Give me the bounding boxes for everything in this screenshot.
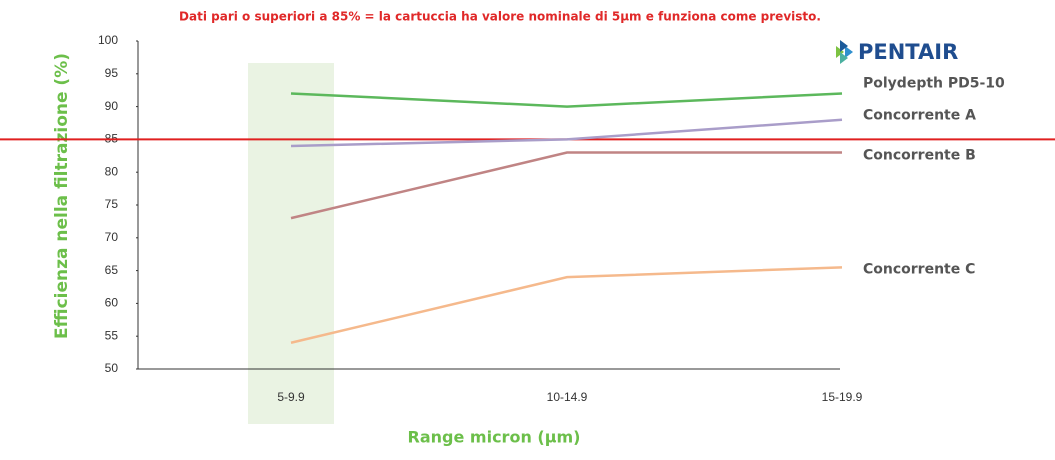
y-tick-label: 100: [98, 33, 118, 47]
y-tick-label: 65: [105, 263, 119, 277]
y-axis-label: Efficienza nella filtrazione (%): [52, 53, 72, 339]
y-tick-label: 60: [105, 296, 119, 310]
y-tick-label: 70: [105, 230, 119, 244]
legend-label: Concorrente A: [863, 108, 976, 124]
series-line: [290, 151, 842, 220]
y-tick-label: 75: [105, 197, 119, 211]
series-line: [290, 92, 843, 108]
series-line: [290, 266, 843, 344]
legend-label: Concorrente B: [863, 148, 976, 164]
brand-logo: PENTAIR: [836, 40, 958, 64]
y-tick-label: 90: [105, 99, 119, 113]
x-tick-label: 10-14.9: [547, 390, 588, 404]
y-tick-label: 50: [105, 361, 119, 375]
chart-title: Dati pari o superiori a 85% = la cartucc…: [179, 10, 821, 24]
x-tick-label: 5-9.9: [277, 390, 305, 404]
highlight-band: [248, 63, 334, 424]
legend-label: Concorrente C: [863, 261, 975, 277]
x-axis-label: Range micron (µm): [408, 428, 581, 447]
brand-name: PENTAIR: [858, 40, 958, 64]
legend-label: Polydepth PD5-10: [863, 75, 1005, 91]
y-tick-label: 80: [105, 164, 119, 178]
series-line: [290, 118, 843, 148]
y-tick-label: 95: [105, 66, 119, 80]
y-tick-label: 55: [105, 328, 119, 342]
x-tick-label: 15-19.9: [822, 390, 863, 404]
